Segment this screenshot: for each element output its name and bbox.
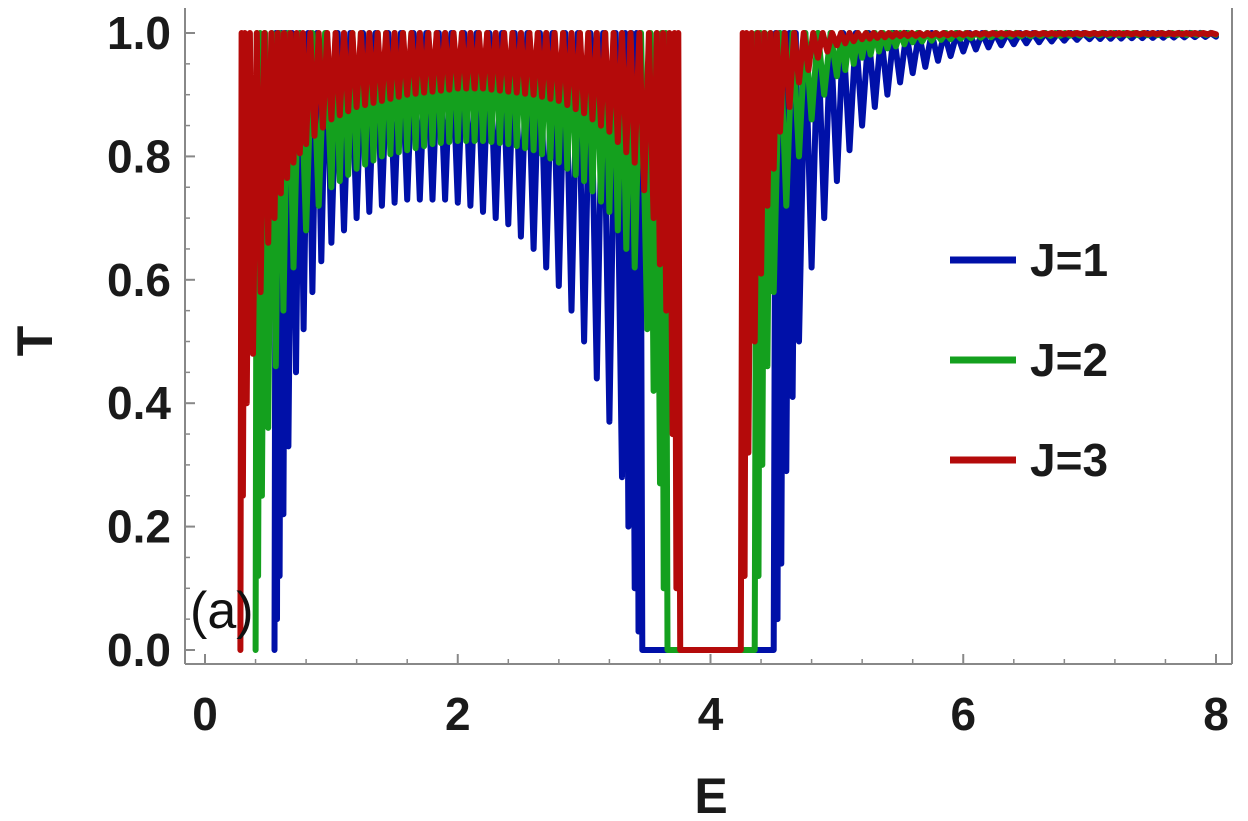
y-tick-label: 1.0: [107, 7, 171, 59]
legend-label-3: J=3: [1030, 434, 1108, 486]
y-tick-label: 0.4: [107, 377, 171, 429]
y-tick-label: 0.0: [107, 624, 171, 676]
x-tick-label: 0: [192, 688, 218, 740]
panel-annotation: (a): [190, 582, 254, 640]
series-line-3: [237, 30, 1219, 653]
x-tick-label: 6: [950, 688, 976, 740]
x-tick-label: 8: [1203, 688, 1229, 740]
y-tick-label: 0.2: [107, 501, 171, 553]
legend-label-2: J=2: [1030, 334, 1108, 386]
plot-frame: [184, 8, 1233, 665]
legend: J=1 J=2 J=3: [950, 234, 1108, 486]
series-layer: [237, 30, 1219, 653]
x-tick-label: 2: [445, 688, 471, 740]
y-axis-label: T: [7, 326, 63, 357]
axis-ticks: 0 2 4 6 8 0.0 0.2 0.4 0.6 0.8 1.0: [107, 7, 1229, 740]
x-axis-label: E: [694, 768, 727, 821]
y-tick-label: 0.6: [107, 254, 171, 306]
legend-label-1: J=1: [1030, 234, 1108, 286]
y-tick-label: 0.8: [107, 130, 171, 182]
x-tick-label: 4: [698, 688, 724, 740]
